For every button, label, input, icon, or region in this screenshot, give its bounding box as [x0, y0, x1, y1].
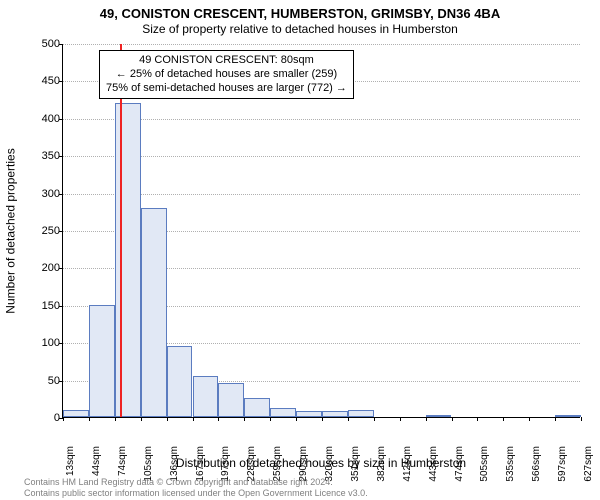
attribution: Contains HM Land Registry data © Crown c…	[24, 477, 590, 498]
chart-subtitle: Size of property relative to detached ho…	[0, 22, 600, 36]
marker-line	[120, 44, 122, 417]
histogram-bar	[244, 398, 270, 417]
histogram-bar	[167, 346, 193, 417]
y-tick-label: 400	[20, 113, 60, 125]
histogram-bar	[89, 305, 115, 417]
x-tick-mark	[296, 417, 297, 421]
x-tick-mark	[322, 417, 323, 421]
attribution-line2: Contains public sector information licen…	[24, 488, 590, 498]
histogram-bar	[63, 410, 89, 417]
x-tick-mark	[581, 417, 582, 421]
histogram-bar	[348, 410, 374, 417]
y-tick-label: 150	[20, 300, 60, 312]
annotation-line1: 49 CONISTON CRESCENT: 80sqm	[106, 54, 347, 68]
x-tick-mark	[218, 417, 219, 421]
x-tick-mark	[529, 417, 530, 421]
y-tick-label: 200	[20, 262, 60, 274]
x-tick-mark	[141, 417, 142, 421]
x-tick-mark	[270, 417, 271, 421]
x-axis-label: Distribution of detached houses by size …	[62, 456, 580, 470]
x-tick-mark	[503, 417, 504, 421]
histogram-bar	[141, 208, 167, 417]
y-tick-label: 50	[20, 375, 60, 387]
annotation-line3: 75% of semi-detached houses are larger (…	[106, 82, 347, 96]
y-tick-label: 300	[20, 188, 60, 200]
x-tick-mark	[193, 417, 194, 421]
x-tick-mark	[555, 417, 556, 421]
y-axis-label: Number of detached properties	[2, 44, 20, 418]
gridline-h	[63, 44, 580, 45]
x-tick-mark	[63, 417, 64, 421]
y-tick-label: 0	[20, 412, 60, 424]
chart-title: 49, CONISTON CRESCENT, HUMBERSTON, GRIMS…	[0, 6, 600, 21]
y-tick-label: 250	[20, 225, 60, 237]
attribution-line1: Contains HM Land Registry data © Crown c…	[24, 477, 590, 487]
x-tick-mark	[348, 417, 349, 421]
x-tick-mark	[89, 417, 90, 421]
y-tick-label: 450	[20, 75, 60, 87]
y-tick-label: 350	[20, 150, 60, 162]
histogram-bar	[296, 411, 322, 417]
histogram-bar	[322, 411, 348, 417]
histogram-bar	[426, 415, 452, 417]
y-tick-label: 100	[20, 337, 60, 349]
histogram-bar	[193, 376, 219, 417]
x-tick-mark	[167, 417, 168, 421]
x-tick-mark	[426, 417, 427, 421]
x-tick-mark	[400, 417, 401, 421]
y-tick-label: 500	[20, 38, 60, 50]
annotation-box: 49 CONISTON CRESCENT: 80sqm ← 25% of det…	[99, 50, 354, 99]
x-tick-mark	[452, 417, 453, 421]
x-tick-mark	[477, 417, 478, 421]
histogram-bar	[555, 415, 581, 417]
histogram-bar	[218, 383, 244, 417]
plot-area: 13sqm44sqm74sqm105sqm136sqm167sqm197sqm2…	[62, 44, 580, 418]
x-tick-mark	[115, 417, 116, 421]
x-tick-mark	[374, 417, 375, 421]
chart-container: 49, CONISTON CRESCENT, HUMBERSTON, GRIMS…	[0, 0, 600, 500]
annotation-line2: ← 25% of detached houses are smaller (25…	[106, 68, 347, 82]
histogram-bar	[270, 408, 296, 417]
x-tick-mark	[244, 417, 245, 421]
